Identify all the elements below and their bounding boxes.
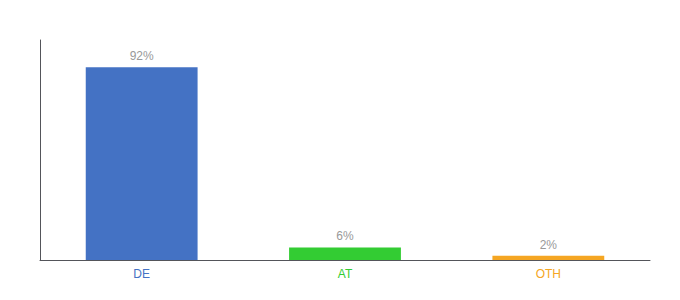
svg-text:DE: DE — [133, 267, 150, 281]
svg-text:2%: 2% — [540, 238, 558, 252]
svg-text:AT: AT — [338, 267, 353, 281]
svg-text:92%: 92% — [130, 49, 154, 63]
svg-text:6%: 6% — [336, 229, 354, 243]
svg-text:OTH: OTH — [536, 267, 561, 281]
